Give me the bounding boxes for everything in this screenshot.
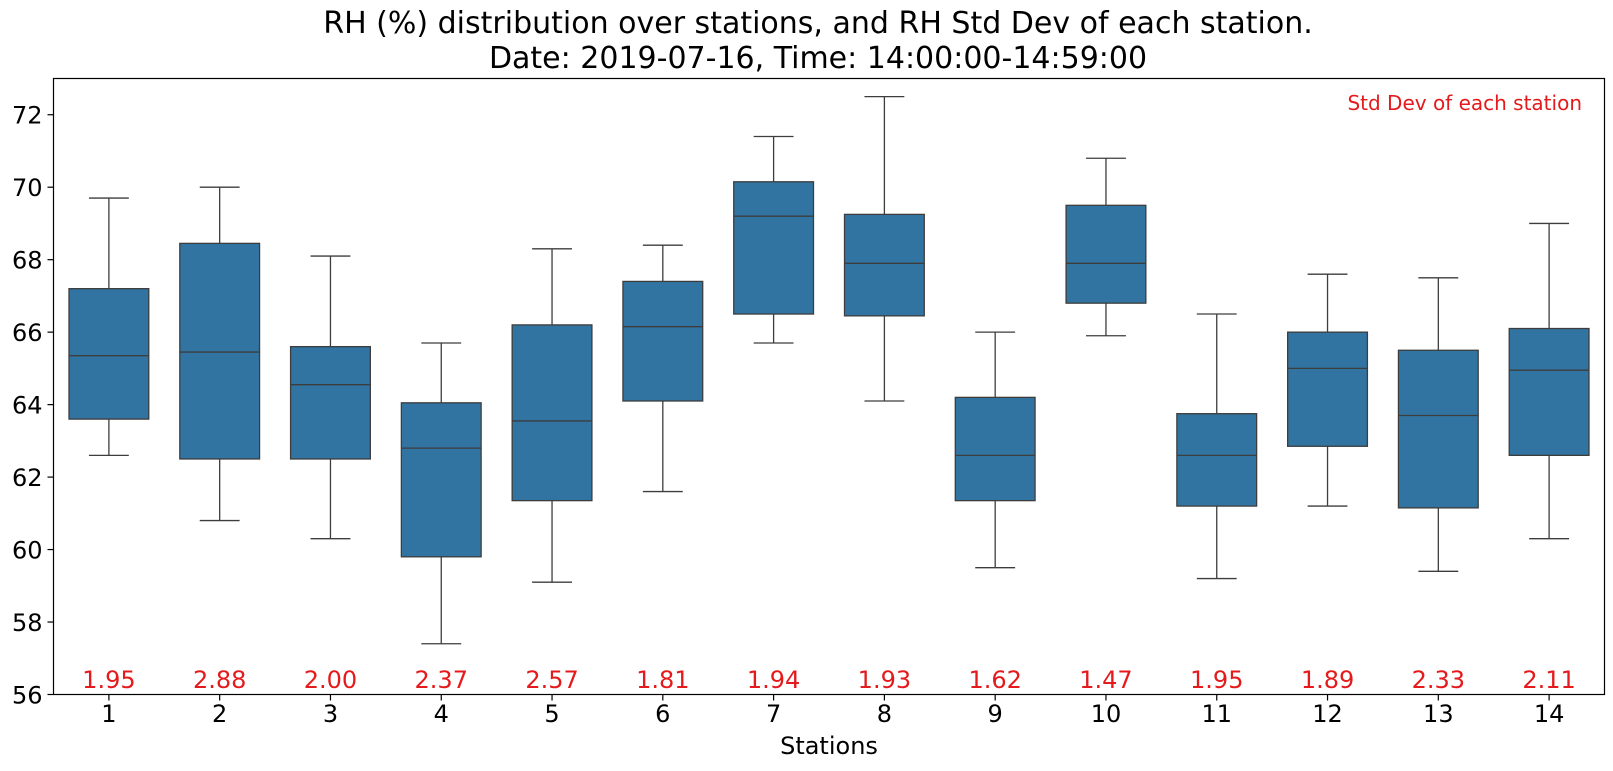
x-tick-label-11: 11 xyxy=(1201,700,1232,728)
iqr-box xyxy=(511,324,593,502)
std-dev-label-4: 2.37 xyxy=(415,666,468,694)
iqr-box xyxy=(954,396,1036,502)
y-tick-label-72: 72 xyxy=(12,102,43,130)
iqr-box xyxy=(289,345,371,460)
iqr-box xyxy=(68,288,150,420)
y-axis-ticks: 56 58 60 62 64 66 68 70 72 xyxy=(12,102,54,710)
std-dev-label-8: 1.93 xyxy=(858,666,911,694)
x-tick-label-3: 3 xyxy=(323,700,338,728)
x-tick-label-12: 12 xyxy=(1312,700,1343,728)
x-tick-label-6: 6 xyxy=(655,700,670,728)
box-station-13 xyxy=(1397,277,1479,572)
x-tick-label-10: 10 xyxy=(1091,700,1122,728)
x-tick-label-9: 9 xyxy=(988,700,1003,728)
x-tick-label-8: 8 xyxy=(877,700,892,728)
std-dev-label-12: 1.89 xyxy=(1301,666,1354,694)
box-station-4 xyxy=(400,342,482,645)
box-station-10 xyxy=(1065,157,1147,337)
std-dev-label-2: 2.88 xyxy=(193,666,246,694)
chart-title-line-1: RH (%) distribution over stations, and R… xyxy=(323,6,1313,41)
y-tick-label-64: 64 xyxy=(12,392,43,420)
iqr-box xyxy=(1287,331,1369,447)
y-tick-label-66: 66 xyxy=(12,319,43,347)
iqr-box xyxy=(622,280,704,402)
x-axis-label: Stations xyxy=(780,732,878,760)
std-dev-label-1: 1.95 xyxy=(82,666,135,694)
iqr-box xyxy=(400,402,482,558)
box-station-2 xyxy=(179,186,261,522)
box-station-9 xyxy=(954,331,1036,569)
y-tick-label-62: 62 xyxy=(12,464,43,492)
y-tick-label-70: 70 xyxy=(12,174,43,202)
std-dev-label-5: 2.57 xyxy=(525,666,578,694)
std-dev-labels: 1.95 2.88 2.00 2.37 2.57 1.81 1.94 1.93 1.62 1.47… xyxy=(82,666,1576,694)
y-tick-label-58: 58 xyxy=(12,609,43,637)
iqr-box xyxy=(1065,204,1147,304)
x-tick-label-2: 2 xyxy=(212,700,227,728)
iqr-box xyxy=(733,181,815,315)
box-station-1 xyxy=(68,197,150,456)
plot-frame xyxy=(52,77,1606,696)
y-tick-label-68: 68 xyxy=(12,247,43,275)
box-station-12 xyxy=(1287,273,1369,507)
x-tick-label-13: 13 xyxy=(1423,700,1454,728)
std-dev-annotation: Std Dev of each station xyxy=(1347,91,1582,115)
std-dev-label-3: 2.00 xyxy=(304,666,357,694)
box-station-6 xyxy=(622,244,704,493)
x-tick-label-7: 7 xyxy=(766,700,781,728)
iqr-box xyxy=(1176,413,1258,507)
boxes-layer xyxy=(68,95,1590,645)
std-dev-label-10: 1.47 xyxy=(1079,666,1132,694)
x-tick-label-14: 14 xyxy=(1534,700,1565,728)
box-station-3 xyxy=(289,255,371,540)
y-tick-label-60: 60 xyxy=(12,537,43,565)
iqr-box xyxy=(179,242,261,460)
x-axis-ticks: 1 2 3 4 5 6 7 8 9 10 11 12 13 14 xyxy=(101,694,1565,728)
std-dev-label-11: 1.95 xyxy=(1190,666,1243,694)
std-dev-label-13: 2.33 xyxy=(1412,666,1465,694)
y-tick-label-56: 56 xyxy=(12,682,43,710)
std-dev-label-7: 1.94 xyxy=(747,666,800,694)
box-station-8 xyxy=(843,95,925,402)
x-tick-label-1: 1 xyxy=(101,700,116,728)
x-tick-label-5: 5 xyxy=(544,700,559,728)
iqr-box xyxy=(1508,327,1590,456)
box-station-11 xyxy=(1176,313,1258,580)
box-station-5 xyxy=(511,248,593,583)
box-station-7 xyxy=(733,135,815,344)
iqr-box xyxy=(843,213,925,317)
std-dev-label-9: 1.62 xyxy=(968,666,1021,694)
box-station-14 xyxy=(1508,222,1590,540)
iqr-box xyxy=(1397,349,1479,509)
std-dev-label-6: 1.81 xyxy=(636,666,689,694)
x-tick-label-4: 4 xyxy=(434,700,449,728)
std-dev-label-14: 2.11 xyxy=(1522,666,1575,694)
chart-title-line-2: Date: 2019-07-16, Time: 14:00:00-14:59:0… xyxy=(489,41,1147,76)
